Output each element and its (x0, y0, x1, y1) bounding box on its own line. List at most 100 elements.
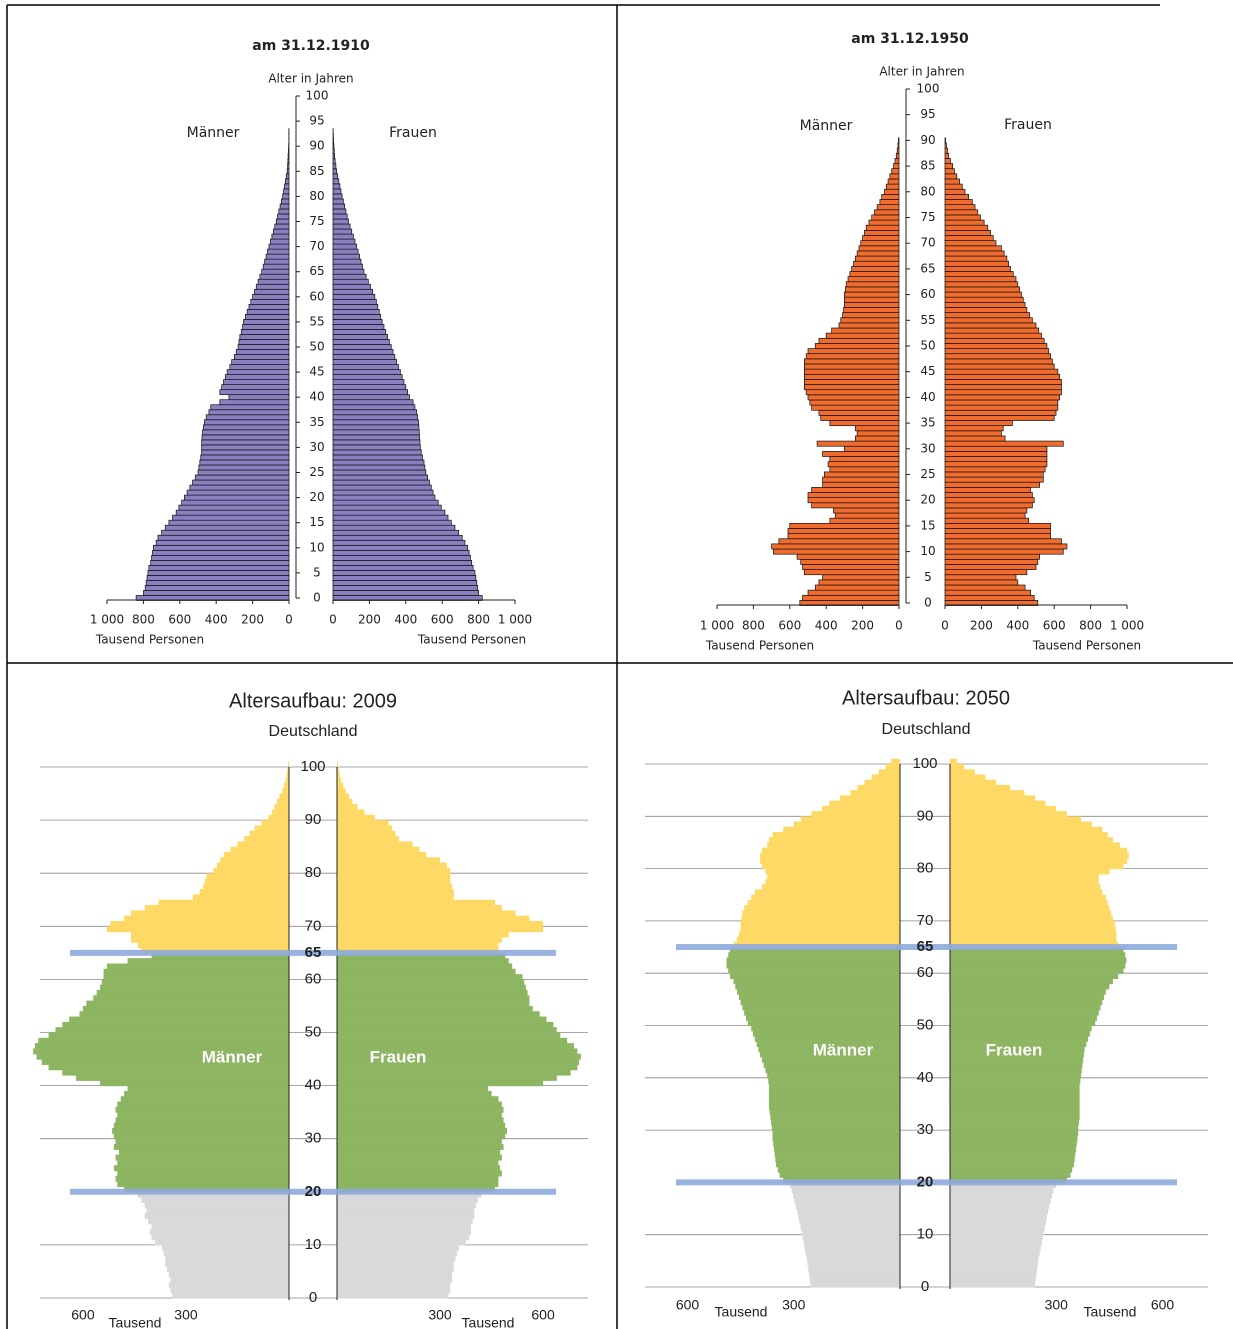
bar (950, 978, 1113, 985)
bar (768, 1103, 900, 1110)
bar (282, 193, 290, 200)
bar (110, 920, 290, 927)
bar (800, 816, 900, 823)
bar (332, 539, 466, 546)
y-tick-label: 45 (309, 365, 324, 379)
bar (853, 260, 900, 267)
bar (783, 826, 900, 833)
bar (950, 1145, 1077, 1152)
bar (950, 1077, 1081, 1084)
bar (950, 774, 986, 781)
bar (944, 548, 1064, 555)
y-tick-label: 85 (309, 164, 324, 178)
bar (117, 1112, 289, 1119)
bar (950, 910, 1112, 917)
bar (332, 529, 459, 536)
bar (810, 1281, 900, 1288)
bar (274, 804, 289, 811)
x-tick-label: 1 000 (700, 619, 734, 633)
bar (93, 995, 289, 1002)
bar (950, 873, 1099, 880)
x-tick-label: 300 (1045, 1297, 1069, 1313)
bar (337, 883, 453, 890)
bar (950, 1250, 1040, 1257)
x-tick-label: 600 (1151, 1297, 1175, 1313)
bar (76, 1074, 289, 1081)
threshold-label: 20 (917, 1173, 934, 1190)
bar (286, 168, 290, 175)
bar (243, 319, 290, 325)
bar (332, 263, 363, 270)
bar (950, 858, 1128, 864)
bar (332, 379, 405, 386)
bar (337, 1080, 544, 1087)
bar (337, 899, 495, 906)
bar (767, 842, 900, 849)
bar (117, 1181, 289, 1188)
bar (286, 772, 289, 779)
bar (246, 309, 290, 315)
y-tick-label: 40 (920, 390, 935, 404)
bar (332, 474, 428, 481)
bar (950, 1239, 1042, 1246)
bar (950, 1192, 1052, 1199)
bar (103, 968, 289, 975)
bar (787, 528, 900, 534)
x-tick-label: 600 (676, 1297, 700, 1313)
bar (148, 565, 290, 571)
bar (332, 183, 341, 190)
bar (197, 469, 290, 476)
bar (332, 459, 425, 466)
bar (332, 384, 407, 391)
bar (332, 565, 474, 571)
bar (765, 1067, 900, 1074)
bar (337, 995, 530, 1002)
bar (201, 439, 290, 446)
chart-title: Altersaufbau: 2050 (842, 687, 1010, 709)
bar (337, 788, 346, 795)
x-axis-label: Tausend Personen (417, 633, 526, 647)
bar (337, 1223, 471, 1230)
bar (793, 1192, 900, 1199)
bar (950, 1171, 1071, 1178)
bar (101, 979, 290, 986)
bar (178, 504, 290, 511)
bar (844, 301, 900, 308)
bar (944, 245, 1002, 252)
bar (278, 208, 290, 215)
bar (804, 358, 900, 365)
bar (220, 857, 289, 864)
bar (238, 339, 290, 345)
bar (760, 852, 900, 859)
bar (198, 464, 290, 471)
bar (793, 821, 900, 828)
bar (106, 963, 289, 970)
bar (771, 1119, 900, 1126)
bar (950, 779, 997, 786)
bar (950, 1156, 1075, 1163)
bar (825, 332, 900, 339)
bar (240, 329, 290, 335)
bar (807, 348, 900, 355)
bar (944, 409, 1057, 416)
y-tick-label: 0 (309, 1289, 317, 1306)
bar (950, 1067, 1082, 1074)
bar (865, 224, 900, 231)
series-label: Männer (813, 1040, 874, 1059)
bar (332, 444, 421, 451)
bar (210, 404, 290, 411)
bar (170, 1287, 289, 1294)
bar (944, 188, 966, 195)
bar (82, 1005, 290, 1012)
bar (944, 569, 1028, 576)
bar (337, 984, 526, 991)
bar (950, 1198, 1051, 1204)
bar (271, 809, 289, 816)
bar (117, 1101, 289, 1108)
bar (756, 1041, 900, 1048)
bar (950, 816, 1082, 823)
bar (822, 481, 900, 488)
bar (950, 842, 1120, 849)
bar (779, 1171, 900, 1178)
